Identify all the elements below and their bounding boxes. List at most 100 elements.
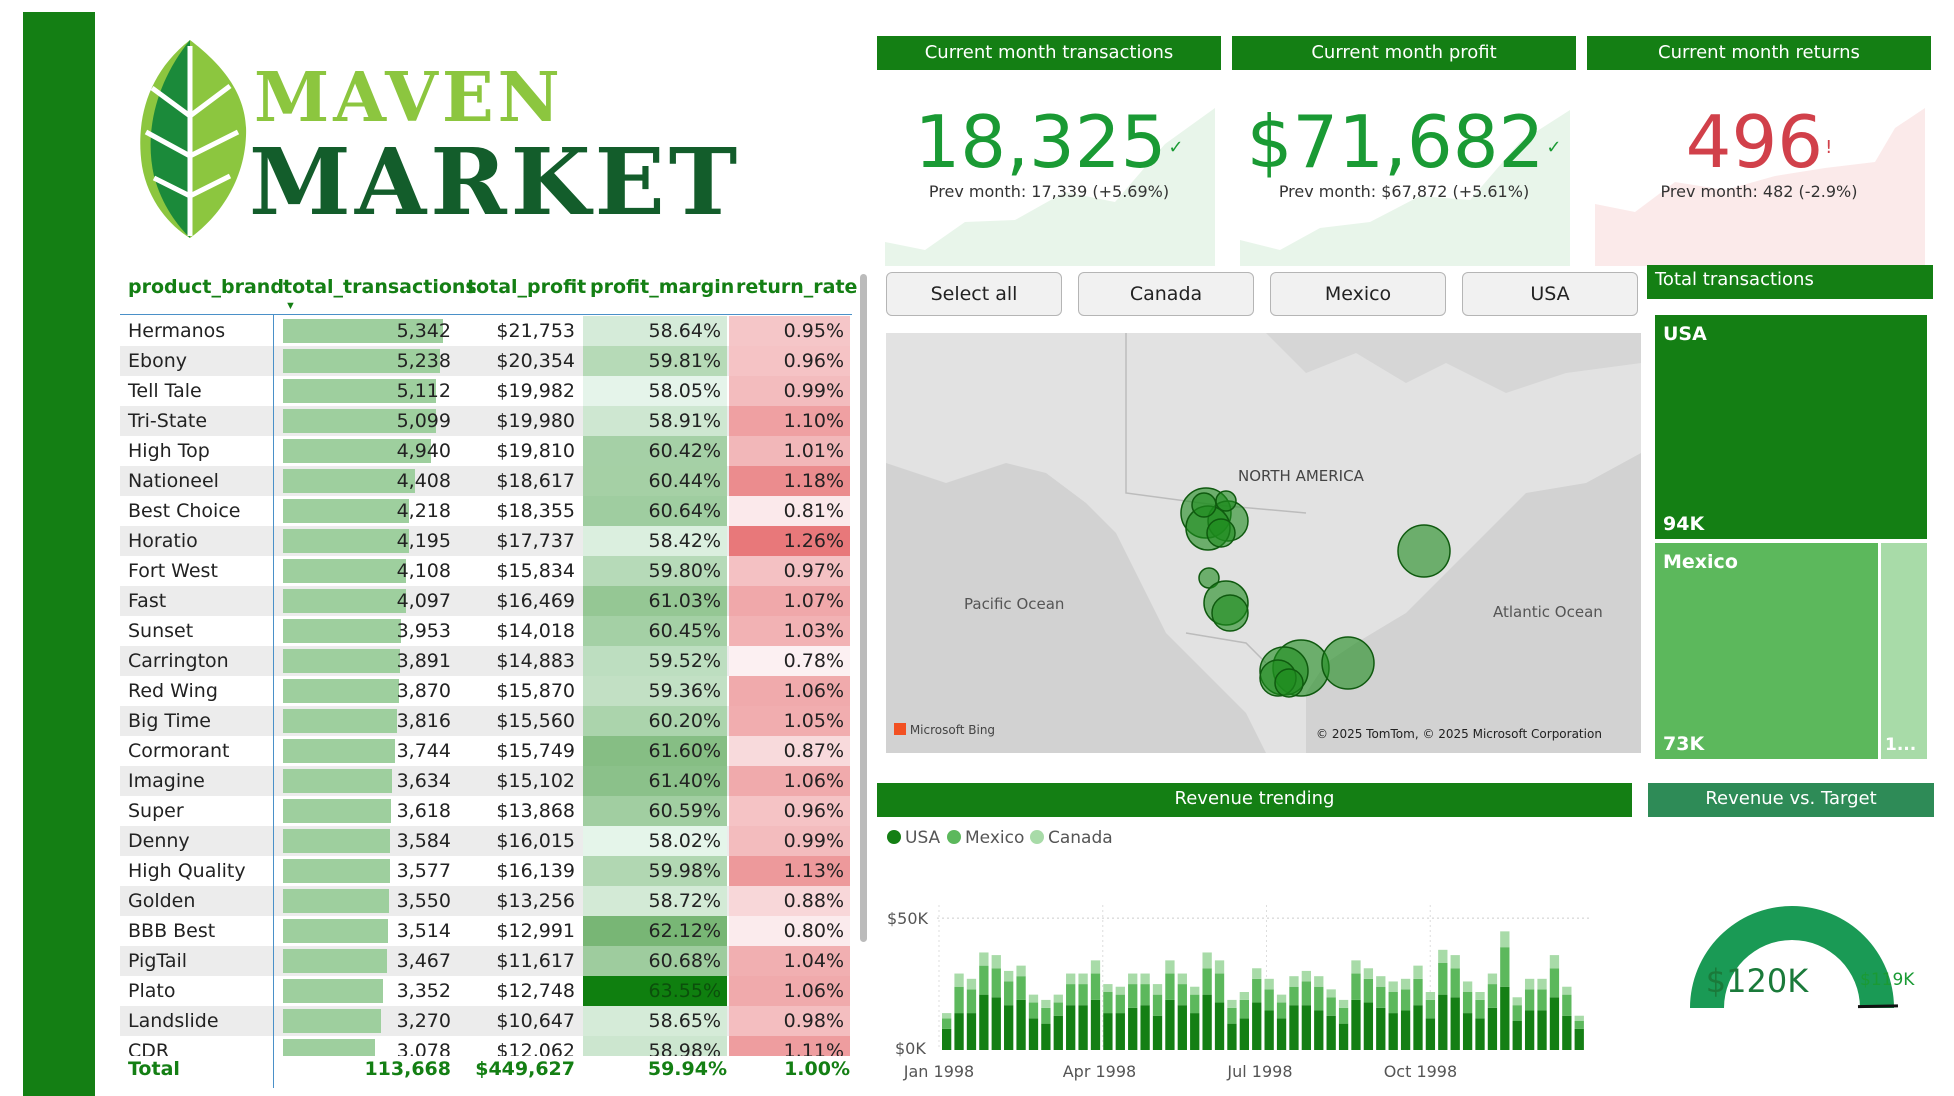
revenue-bar-canada[interactable] [1462,981,1473,992]
table-row[interactable]: Big Time 3,816 $15,560 60.20% 1.05% [120,706,850,736]
revenue-bar-canada[interactable] [1214,960,1225,974]
revenue-bar-mexico[interactable] [1512,1005,1522,1021]
revenue-bar-usa[interactable] [1574,1028,1584,1050]
revenue-trend-chart[interactable]: $50K $0K Jan 1998 Apr 1998 Jul 1998 Oct 1998 [877,875,1632,1090]
revenue-bar-canada[interactable] [1276,994,1287,1003]
revenue-bar-canada[interactable] [1053,994,1063,1003]
revenue-bar-mexico[interactable] [1115,994,1125,1014]
revenue-bar-usa[interactable] [1016,999,1026,1050]
table-row[interactable]: High Quality 3,577 $16,139 59.98% 1.13% [120,856,850,886]
revenue-bar-usa[interactable] [1190,1013,1200,1050]
revenue-bar-canada[interactable] [1004,970,1014,982]
revenue-bar-mexico[interactable] [1066,984,1076,1006]
revenue-bar-usa[interactable] [1239,1018,1249,1050]
column-header-profit[interactable]: total_profit [467,276,587,298]
revenue-bar-canada[interactable] [1016,965,1026,977]
revenue-bar-mexico[interactable] [1450,968,1460,998]
revenue-bar-mexico[interactable] [1276,1002,1287,1019]
table-row[interactable]: Red Wing 3,870 $15,870 59.36% 1.06% [120,676,850,706]
revenue-bar-usa[interactable] [1413,1005,1423,1050]
table-row[interactable]: Ebony 5,238 $20,354 59.81% 0.96% [120,346,850,376]
revenue-bar-canada[interactable] [1487,973,1498,985]
revenue-bar-usa[interactable] [1314,1010,1324,1050]
revenue-bar-usa[interactable] [1078,1005,1088,1050]
table-row[interactable]: Sunset 3,953 $14,018 60.45% 1.03% [120,616,850,646]
revenue-bar-mexico[interactable] [1549,968,1560,998]
revenue-bar-canada[interactable] [1252,968,1262,979]
revenue-bar-canada[interactable] [1425,992,1436,1000]
legend-usa[interactable]: USA [887,828,940,848]
revenue-bar-canada[interactable] [991,955,1001,969]
revenue-bar-canada[interactable] [1562,986,1572,995]
revenue-bar-mexico[interactable] [1400,989,1411,1011]
revenue-bar-mexico[interactable] [1103,992,1113,1014]
revenue-bar-canada[interactable] [1314,976,1324,987]
revenue-bar-canada[interactable] [1376,976,1386,987]
revenue-bar-mexico[interactable] [1053,1002,1063,1016]
revenue-bar-mexico[interactable] [1289,986,1299,1006]
revenue-bar-canada[interactable] [1413,965,1423,979]
revenue-bar-mexico[interactable] [1177,984,1187,1006]
revenue-bar-canada[interactable] [1524,978,1535,990]
revenue-bar-usa[interactable] [966,1013,977,1050]
revenue-bar-usa[interactable] [942,1028,952,1050]
revenue-bar-usa[interactable] [1264,1010,1274,1050]
revenue-bar-mexico[interactable] [1152,994,1163,1016]
revenue-bar-mexico[interactable] [1264,989,1274,1011]
revenue-bar-canada[interactable] [1351,960,1361,974]
revenue-bar-canada[interactable] [1512,997,1522,1006]
revenue-bar-canada[interactable] [1264,978,1274,990]
table-row[interactable]: High Top 4,940 $19,810 60.42% 1.01% [120,436,850,466]
legend-mexico[interactable]: Mexico [947,828,1024,848]
revenue-bar-mexico[interactable] [1388,992,1398,1014]
revenue-bar-canada[interactable] [1066,973,1076,985]
revenue-bar-usa[interactable] [1004,1005,1014,1050]
revenue-bar-canada[interactable] [1338,999,1349,1008]
revenue-bar-usa[interactable] [1351,999,1361,1050]
revenue-bar-mexico[interactable] [1239,999,1249,1019]
revenue-bar-canada[interactable] [1165,960,1175,974]
revenue-bar-canada[interactable] [1103,984,1113,992]
revenue-bar-usa[interactable] [1388,1013,1398,1050]
revenue-bar-mexico[interactable] [1028,1002,1039,1019]
revenue-bar-mexico[interactable] [1462,992,1473,1014]
revenue-bar-canada[interactable] [1152,984,1163,995]
revenue-bar-usa[interactable] [1512,1021,1522,1050]
revenue-bar-mexico[interactable] [1004,981,1014,1006]
revenue-bar-usa[interactable] [1326,1015,1336,1050]
revenue-bar-canada[interactable] [1289,976,1299,987]
revenue-bar-mexico[interactable] [1537,989,1547,1011]
revenue-bar-mexico[interactable] [1078,984,1088,1006]
revenue-bar-usa[interactable] [954,1013,964,1050]
revenue-bar-canada[interactable] [954,973,964,987]
revenue-bar-canada[interactable] [1177,973,1187,985]
revenue-bar-mexico[interactable] [954,986,964,1014]
filter-usa-button[interactable]: USA [1462,272,1638,316]
revenue-bar-canada[interactable] [1239,992,1249,1000]
column-header-return-rate[interactable]: return_rate [736,276,858,298]
revenue-bar-usa[interactable] [1562,1015,1572,1050]
revenue-bar-usa[interactable] [1487,1007,1498,1050]
revenue-bar-canada[interactable] [1326,989,1336,998]
table-row[interactable]: Imagine 3,634 $15,102 61.40% 1.06% [120,766,850,796]
revenue-bar-usa[interactable] [1177,1005,1187,1050]
revenue-bar-canada[interactable] [1202,952,1212,969]
revenue-bar-usa[interactable] [1338,1023,1349,1050]
table-row[interactable]: Tell Tale 5,112 $19,982 58.05% 0.99% [120,376,850,406]
revenue-bar-mexico[interactable] [1314,986,1324,1011]
revenue-bar-mexico[interactable] [1090,973,1101,1000]
revenue-bar-mexico[interactable] [1128,984,1138,1008]
revenue-bar-mexico[interactable] [1438,963,1448,995]
table-row[interactable]: PigTail 3,467 $11,617 60.68% 1.04% [120,946,850,976]
revenue-bar-canada[interactable] [1475,992,1485,1000]
revenue-bar-usa[interactable] [1140,1005,1150,1050]
table-row[interactable]: Fort West 4,108 $15,834 59.80% 0.97% [120,556,850,586]
treemap-tile-usa[interactable]: USA 94K [1655,315,1927,539]
column-header-transactions[interactable]: total_transactions [283,276,477,298]
column-header-brand[interactable]: product_brand [128,276,284,298]
revenue-bar-canada[interactable] [1190,986,1200,995]
revenue-bar-canada[interactable] [1537,978,1547,990]
revenue-bar-mexico[interactable] [1487,984,1498,1008]
revenue-bar-usa[interactable] [1450,997,1460,1050]
revenue-bar-canada[interactable] [1078,973,1088,985]
